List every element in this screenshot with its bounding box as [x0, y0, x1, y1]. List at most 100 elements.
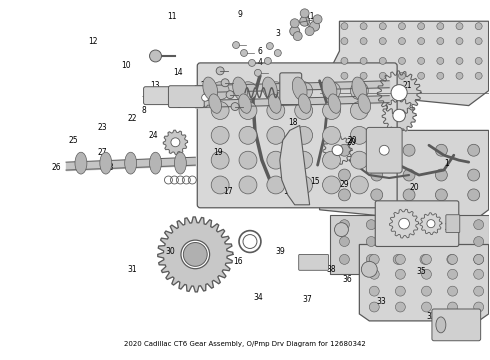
Circle shape	[183, 243, 207, 266]
Circle shape	[468, 144, 480, 156]
Text: 17: 17	[223, 188, 233, 197]
Circle shape	[300, 9, 309, 18]
Circle shape	[468, 189, 480, 201]
Circle shape	[437, 37, 444, 45]
Circle shape	[241, 50, 247, 57]
Circle shape	[371, 169, 383, 181]
Text: 19: 19	[213, 148, 223, 157]
Ellipse shape	[269, 94, 281, 113]
Circle shape	[393, 255, 403, 264]
Circle shape	[360, 37, 367, 45]
Circle shape	[421, 286, 431, 296]
Circle shape	[226, 91, 234, 99]
Circle shape	[367, 220, 376, 230]
Text: 10: 10	[121, 62, 130, 71]
Circle shape	[267, 176, 285, 194]
Circle shape	[341, 37, 348, 45]
Circle shape	[421, 269, 431, 279]
Circle shape	[267, 102, 285, 120]
Circle shape	[274, 50, 281, 57]
Circle shape	[395, 302, 405, 312]
Ellipse shape	[124, 152, 137, 174]
Circle shape	[436, 189, 447, 201]
Circle shape	[290, 26, 300, 36]
Circle shape	[322, 151, 341, 169]
Circle shape	[294, 176, 313, 194]
Circle shape	[391, 85, 407, 101]
Circle shape	[403, 189, 415, 201]
Text: 26: 26	[51, 163, 61, 172]
Text: 24: 24	[148, 131, 158, 140]
Text: 20: 20	[347, 136, 357, 145]
Circle shape	[322, 176, 341, 194]
Text: 11: 11	[305, 12, 315, 21]
Circle shape	[239, 176, 257, 194]
Circle shape	[456, 37, 463, 45]
FancyBboxPatch shape	[144, 87, 172, 105]
Circle shape	[474, 220, 484, 230]
Text: 28: 28	[104, 163, 114, 172]
Ellipse shape	[203, 77, 218, 100]
Text: 27: 27	[98, 148, 108, 157]
Circle shape	[468, 169, 480, 181]
Circle shape	[474, 286, 484, 296]
Circle shape	[456, 72, 463, 79]
Circle shape	[367, 237, 376, 247]
Text: 2020 Cadillac CT6 Gear Assembly, O/Pmp Drv Diagram for 12680342: 2020 Cadillac CT6 Gear Assembly, O/Pmp D…	[124, 341, 366, 347]
Polygon shape	[420, 213, 442, 235]
Circle shape	[211, 82, 229, 100]
Circle shape	[211, 151, 229, 169]
Text: 14: 14	[173, 68, 183, 77]
Circle shape	[393, 220, 403, 230]
Circle shape	[360, 58, 367, 64]
Circle shape	[216, 67, 224, 75]
Circle shape	[294, 126, 313, 144]
Circle shape	[350, 102, 368, 120]
Circle shape	[290, 19, 299, 28]
Circle shape	[398, 58, 405, 64]
Circle shape	[340, 237, 349, 247]
Polygon shape	[319, 130, 489, 225]
Circle shape	[437, 72, 444, 79]
Circle shape	[474, 302, 484, 312]
Circle shape	[420, 237, 430, 247]
Circle shape	[436, 144, 447, 156]
Circle shape	[369, 302, 379, 312]
Circle shape	[341, 72, 348, 79]
Text: 17: 17	[283, 188, 293, 197]
Text: 25: 25	[68, 136, 78, 145]
Polygon shape	[280, 125, 310, 205]
Circle shape	[300, 16, 310, 26]
Ellipse shape	[328, 94, 341, 113]
Circle shape	[437, 58, 444, 64]
Circle shape	[293, 32, 302, 41]
Text: 35: 35	[416, 267, 426, 276]
Text: 30: 30	[166, 247, 175, 256]
Circle shape	[339, 189, 350, 201]
Circle shape	[211, 102, 229, 120]
FancyBboxPatch shape	[197, 63, 397, 208]
Polygon shape	[196, 88, 215, 107]
Circle shape	[341, 23, 348, 30]
Circle shape	[447, 237, 457, 247]
Polygon shape	[158, 217, 233, 292]
Ellipse shape	[263, 77, 277, 100]
Circle shape	[340, 255, 349, 264]
FancyBboxPatch shape	[280, 73, 302, 105]
Text: 13: 13	[151, 81, 160, 90]
Text: 12: 12	[88, 37, 98, 46]
Text: 18: 18	[288, 118, 297, 127]
Circle shape	[350, 126, 368, 144]
Circle shape	[437, 23, 444, 30]
Circle shape	[239, 151, 257, 169]
Circle shape	[267, 82, 285, 100]
Circle shape	[379, 58, 386, 64]
Ellipse shape	[298, 94, 311, 113]
Polygon shape	[163, 130, 188, 154]
Circle shape	[211, 176, 229, 194]
Circle shape	[265, 58, 271, 64]
Circle shape	[475, 72, 482, 79]
Circle shape	[395, 255, 405, 264]
Circle shape	[421, 255, 431, 264]
Text: 29: 29	[340, 180, 349, 189]
